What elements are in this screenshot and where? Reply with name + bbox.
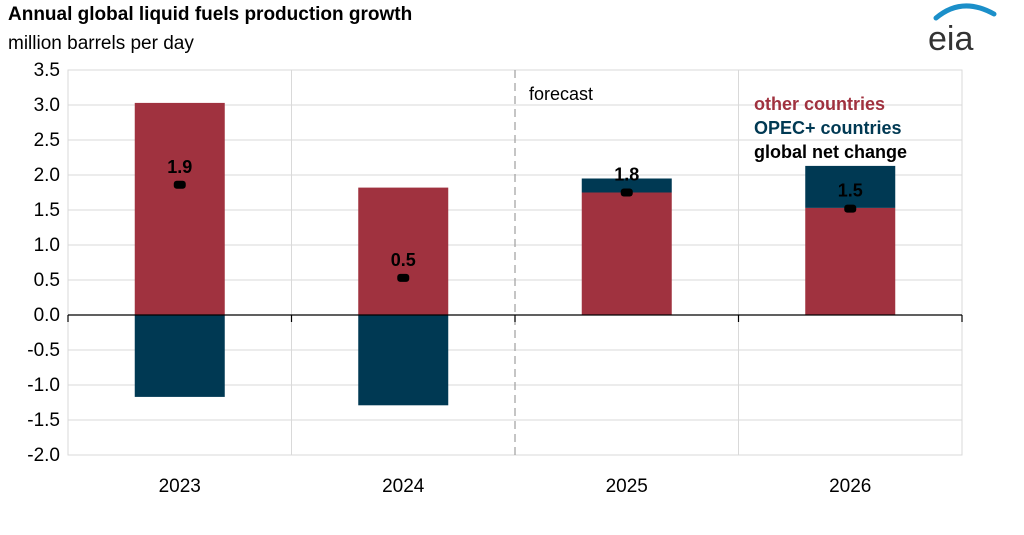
label-layer: 1.9 0.5 1.8 1.5 [167,157,863,282]
y-tick-label: 2.0 [34,165,60,186]
y-tick-label: 1.0 [34,235,60,256]
eia-logo-swoosh [933,3,997,21]
legend-item-other-countries: other countries [754,94,885,114]
y-tick-label: 3.5 [34,60,60,81]
x-tick-label: 2023 [159,476,201,497]
eia-logo-text: eia [928,20,973,58]
bar-other-countries [134,102,225,316]
net-change-marker [397,273,410,282]
y-tick-label: 3.0 [34,95,60,116]
net-change-label: 1.9 [167,157,192,177]
legend-item-global-net-change: global net change [754,142,907,162]
forecast-label: forecast [529,84,593,104]
net-change-label: 1.5 [838,181,863,201]
chart-subtitle: million barrels per day [8,33,194,54]
x-tick-label: 2026 [829,476,871,497]
y-tick-label: -1.0 [27,375,60,396]
y-tick-label: 0.0 [34,305,60,326]
net-change-marker [620,188,633,197]
bar-opec-countries [134,315,225,397]
bar-other-countries [805,207,896,315]
y-tick-label: -0.5 [27,340,60,361]
bar-other-countries [581,192,672,315]
x-tick-label: 2024 [382,476,425,497]
net-change-marker [844,204,857,213]
net-change-label: 1.8 [614,165,639,185]
net-change-marker [173,180,186,189]
bar-layer [134,102,896,406]
legend-item-opec-countries: OPEC+ countries [754,118,902,138]
bar-opec-countries [358,315,449,406]
eia-logo: eia [928,3,997,58]
chart-title: Annual global liquid fuels production gr… [8,4,413,25]
bar-opec-countries [805,165,896,208]
y-tick-label: 2.5 [34,130,60,151]
y-tick-label: 0.5 [34,270,60,291]
y-tick-label: -2.0 [27,445,60,466]
x-tick-label: 2025 [606,476,648,497]
bar-opec-countries [581,178,672,193]
y-tick-label: 1.5 [34,200,60,221]
bar-other-countries [358,187,449,315]
axis-layer: 3.5 3.0 2.5 2.0 1.5 1.0 0.5 0.0 -0.5 -1.0 -1.5 -2.0… [27,60,963,497]
net-change-label: 0.5 [391,250,416,270]
y-tick-label: -1.5 [27,410,60,431]
